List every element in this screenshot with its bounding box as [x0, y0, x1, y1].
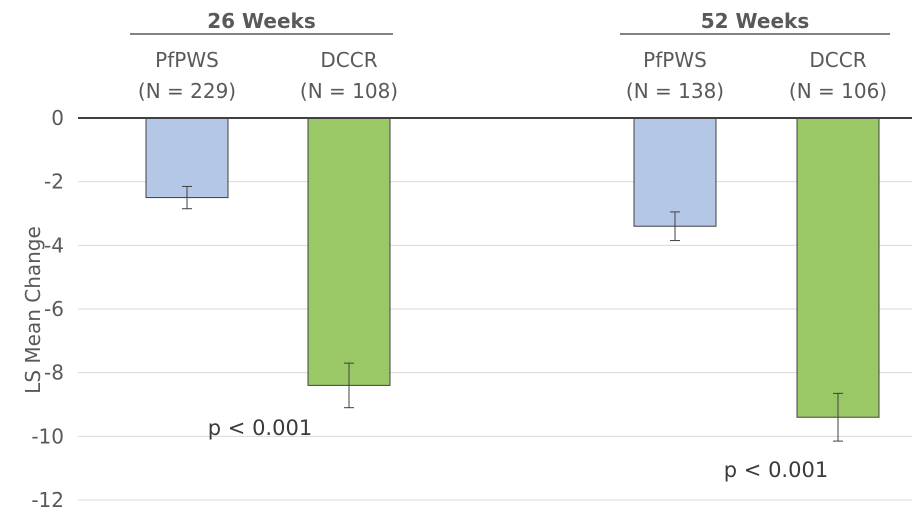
p-value-label: p < 0.001 — [208, 416, 312, 440]
bar-n-label: (N = 229) — [138, 79, 236, 103]
y-tick-label: 0 — [51, 106, 64, 130]
bar — [796, 117, 880, 418]
y-tick-label: -6 — [44, 297, 64, 321]
error-bars — [182, 185, 843, 442]
group-title: 52 Weeks — [701, 9, 809, 33]
group-headers: 26 Weeks PfPWS (N = 229) DCCR (N = 108) 52 We… — [130, 9, 890, 103]
bar-name-label: PfPWS — [155, 48, 219, 72]
group-title: 26 Weeks — [207, 9, 315, 33]
bar-name-label: PfPWS — [643, 48, 707, 72]
bar — [145, 117, 229, 199]
y-tick-labels: 0 -2 -4 -6 -8 -10 -12 — [31, 106, 64, 512]
y-tick-label: -2 — [44, 170, 64, 194]
bar-n-label: (N = 106) — [789, 79, 887, 103]
y-tick-label: -4 — [44, 233, 64, 257]
p-value-label: p < 0.001 — [724, 458, 828, 482]
y-axis-title: LS Mean Change — [21, 226, 45, 394]
y-tick-label: -12 — [31, 488, 64, 512]
bar-n-label: (N = 138) — [626, 79, 724, 103]
bar-n-label: (N = 108) — [300, 79, 398, 103]
bar — [633, 117, 717, 227]
y-tick-label: -8 — [44, 361, 64, 385]
y-tick-label: -10 — [31, 424, 64, 448]
gridlines — [78, 181, 912, 501]
bar-name-label: DCCR — [809, 48, 866, 72]
bar-name-label: DCCR — [320, 48, 377, 72]
p-value-labels: p < 0.001 p < 0.001 — [208, 416, 828, 482]
bar — [307, 117, 391, 386]
